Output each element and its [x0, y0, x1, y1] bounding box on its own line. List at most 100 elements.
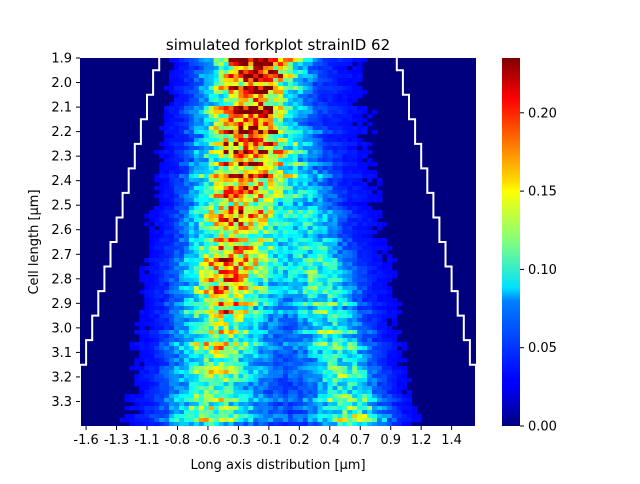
heatmap-cell: [377, 354, 383, 359]
heatmap-cell: [183, 186, 190, 191]
heatmap-cell: [287, 342, 294, 347]
heatmap-cell: [198, 266, 205, 271]
heatmap-cell: [188, 322, 195, 327]
heatmap-cell: [223, 126, 229, 131]
heatmap-cell: [357, 334, 363, 339]
heatmap-cell: [139, 398, 145, 403]
heatmap-cell: [278, 250, 284, 255]
heatmap-cell: [164, 370, 170, 375]
heatmap-cell: [253, 258, 259, 263]
heatmap-cell: [347, 230, 353, 235]
heatmap-cell: [213, 402, 219, 407]
heatmap-cell: [233, 306, 239, 311]
heatmap-cell: [273, 242, 279, 247]
heatmap-cell: [164, 334, 170, 339]
heatmap-cell: [243, 150, 249, 155]
heatmap-cell: [188, 82, 195, 87]
heatmap-cell: [203, 394, 210, 399]
heatmap-cell: [228, 70, 234, 75]
heatmap-cell: [233, 374, 239, 379]
heatmap-cell: [203, 334, 210, 339]
heatmap-cell: [263, 326, 269, 331]
heatmap-cell: [218, 422, 224, 426]
heatmap-cell: [312, 398, 318, 403]
heatmap-cell: [238, 106, 244, 111]
heatmap-cell: [307, 86, 314, 91]
heatmap-cell: [213, 98, 219, 103]
heatmap-cell: [218, 342, 224, 347]
heatmap-cell: [287, 198, 294, 203]
heatmap-cell: [233, 314, 239, 319]
heatmap-cell: [322, 70, 328, 75]
heatmap-cell: [352, 158, 358, 163]
heatmap-cell: [327, 150, 333, 155]
heatmap-cell: [312, 162, 318, 167]
heatmap-cell: [169, 354, 175, 359]
heatmap-cell: [233, 210, 239, 215]
heatmap-cell: [139, 278, 145, 283]
heatmap-cell: [297, 378, 304, 383]
heatmap-cell: [372, 298, 378, 303]
heatmap-cell: [198, 202, 205, 207]
heatmap-cell: [307, 130, 314, 135]
heatmap-cell: [149, 334, 155, 339]
heatmap-cell: [307, 414, 314, 419]
y-tick-label: 3.1: [51, 346, 72, 361]
heatmap-cell: [159, 378, 165, 383]
heatmap-cell: [193, 98, 200, 103]
heatmap-cell: [169, 182, 175, 187]
heatmap-cell: [317, 234, 323, 239]
heatmap-cell: [169, 310, 175, 315]
heatmap-cell: [159, 226, 165, 231]
heatmap-cell: [337, 290, 343, 295]
heatmap-cell: [342, 154, 348, 159]
heatmap-cell: [357, 74, 363, 79]
heatmap-cell: [179, 58, 185, 63]
heatmap-cell: [169, 330, 175, 335]
heatmap-cell: [337, 270, 343, 275]
heatmap-cell: [322, 402, 328, 407]
heatmap-cell: [228, 62, 234, 67]
heatmap-cell: [203, 106, 210, 111]
heatmap-cell: [193, 62, 200, 67]
heatmap-cell: [342, 190, 348, 195]
heatmap-cell: [372, 218, 378, 223]
heatmap-cell: [144, 406, 150, 411]
heatmap-cell: [391, 362, 398, 367]
heatmap-cell: [278, 58, 284, 63]
heatmap-cell: [233, 62, 239, 67]
heatmap-cell: [263, 130, 269, 135]
heatmap-cell: [337, 330, 343, 335]
heatmap-cell: [337, 230, 343, 235]
heatmap-cell: [188, 102, 195, 107]
heatmap-cell: [297, 218, 304, 223]
heatmap-cell: [213, 94, 219, 99]
heatmap-cell: [164, 282, 170, 287]
heatmap-cell: [292, 210, 299, 215]
heatmap-cell: [377, 334, 383, 339]
heatmap-cell: [342, 78, 348, 83]
heatmap-cell: [342, 362, 348, 367]
heatmap-cell: [287, 402, 294, 407]
heatmap-cell: [263, 90, 269, 95]
heatmap-cell: [169, 322, 175, 327]
heatmap-cell: [183, 178, 190, 183]
heatmap-cell: [278, 134, 284, 139]
heatmap-cell: [183, 94, 190, 99]
heatmap-cell: [149, 254, 155, 259]
heatmap-cell: [228, 170, 234, 175]
heatmap-cell: [287, 126, 294, 131]
heatmap-cell: [317, 410, 323, 415]
heatmap-cell: [149, 330, 155, 335]
heatmap-cell: [258, 382, 264, 387]
heatmap-cell: [282, 194, 289, 199]
heatmap-cell: [248, 246, 254, 251]
heatmap-cell: [342, 342, 348, 347]
heatmap-cell: [367, 206, 373, 211]
heatmap-cell: [203, 382, 210, 387]
heatmap-cell: [322, 394, 328, 399]
heatmap-cell: [134, 366, 140, 371]
heatmap-cell: [263, 238, 269, 243]
heatmap-cell: [273, 266, 279, 271]
heatmap-cell: [287, 262, 294, 267]
